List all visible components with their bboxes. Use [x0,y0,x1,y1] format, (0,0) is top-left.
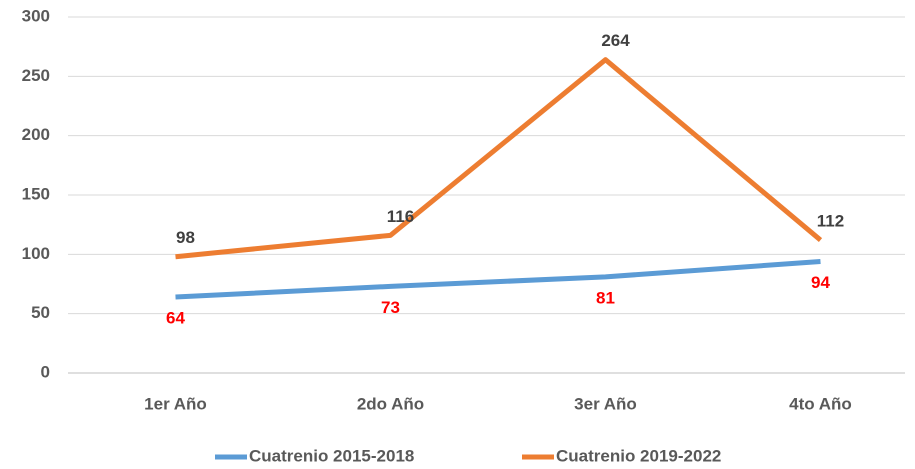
data-label: 81 [596,288,615,307]
y-tick-label: 100 [22,244,50,263]
legend-label: Cuatrenio 2019-2022 [556,446,721,465]
y-tick-label: 200 [22,125,50,144]
y-tick-label: 300 [22,6,50,25]
series-line [175,57,823,260]
data-label: 64 [166,309,185,328]
data-label: 94 [811,273,830,292]
legend-label: Cuatrenio 2015-2018 [249,446,414,465]
x-tick-label: 4to Año [789,394,852,413]
data-label: 98 [176,228,195,247]
y-tick-label: 0 [41,362,50,381]
x-tick-label: 2do Año [357,394,424,413]
data-label: 116 [387,207,414,226]
data-label: 264 [601,31,630,50]
data-label: 112 [817,212,844,231]
y-tick-label: 250 [22,66,50,85]
x-tick-label: 1er Año [144,394,207,413]
y-tick-label: 50 [31,303,50,322]
y-tick-label: 150 [22,184,50,203]
series-line [175,258,821,300]
data-label: 73 [381,298,400,317]
x-tick-label: 3er Año [574,394,637,413]
